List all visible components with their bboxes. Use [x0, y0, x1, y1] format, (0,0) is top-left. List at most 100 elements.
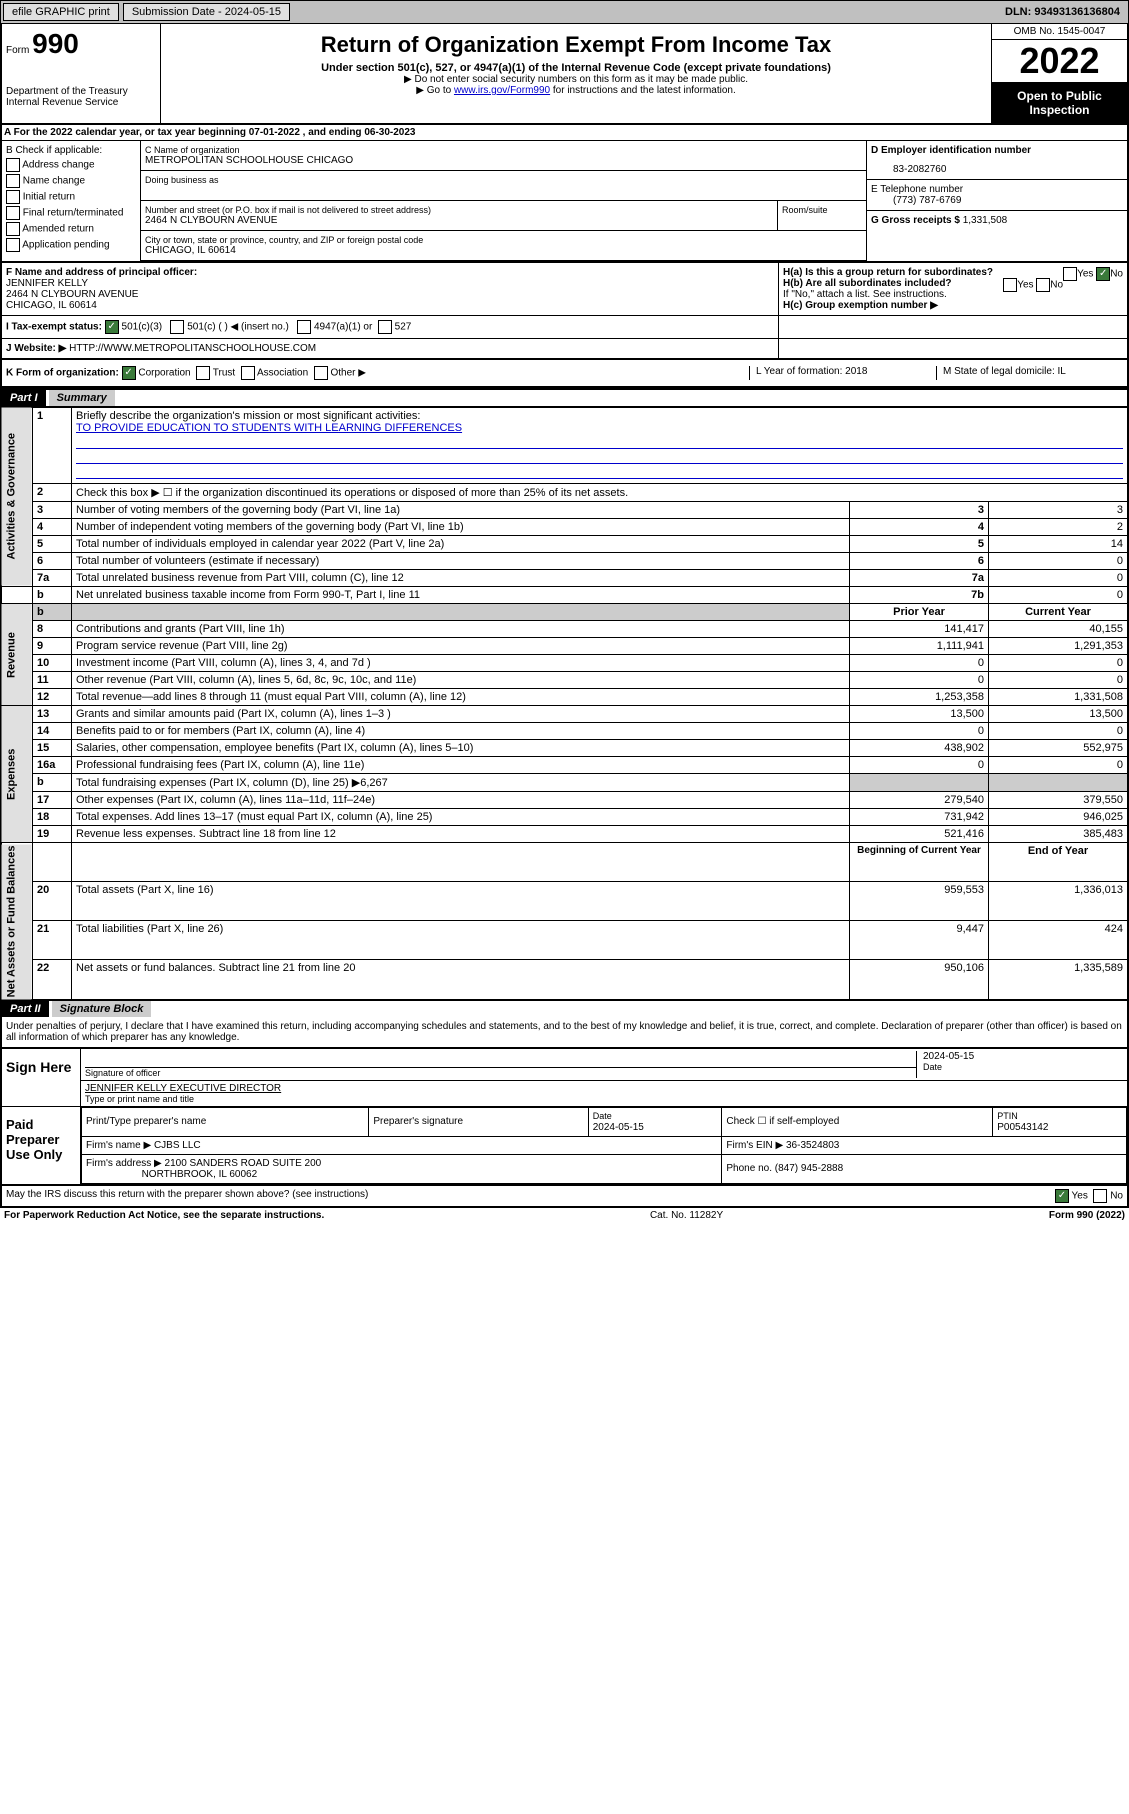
- row-k-l-m: K Form of organization: ✓ Corporation Tr…: [0, 360, 1129, 388]
- rev-n-8: 8: [33, 621, 72, 638]
- row-j: J Website: ▶ HTTP://WWW.METROPOLITANSCHO…: [0, 339, 1129, 360]
- rev-t-8: Contributions and grants (Part VIII, lin…: [72, 621, 850, 638]
- exp-cy-19: 385,483: [989, 826, 1129, 843]
- net-py-20: 959,553: [850, 882, 989, 921]
- exp-n-14: 14: [33, 723, 72, 740]
- net-cy-21: 424: [989, 921, 1129, 960]
- gov-t-7a: Total unrelated business revenue from Pa…: [72, 570, 850, 587]
- pp-h4: Check ☐ if self-employed: [722, 1107, 993, 1136]
- opt-501c3: 501(c)(3): [122, 322, 163, 333]
- pp-ptin: P00543142: [997, 1122, 1048, 1133]
- gov-n-7a: 7a: [33, 570, 72, 587]
- street-value: 2464 N CLYBOURN AVENUE: [145, 215, 773, 226]
- col-current-year: Current Year: [989, 604, 1129, 621]
- m-domicile: M State of legal domicile: IL: [936, 366, 1123, 380]
- block-right: D Employer identification number 83-2082…: [867, 141, 1127, 261]
- chk-application-pending[interactable]: [6, 238, 20, 252]
- officer-addr2: CHICAGO, IL 60614: [6, 300, 774, 311]
- part2-bar: Part II Signature Block: [0, 1001, 1129, 1017]
- chk-other[interactable]: [314, 366, 328, 380]
- net-py-22: 950,106: [850, 960, 989, 1000]
- exp-cy-13: 13,500: [989, 706, 1129, 723]
- firm-name: CJBS LLC: [154, 1140, 201, 1151]
- chk-final-return[interactable]: [6, 206, 20, 220]
- rev-n-11: 11: [33, 672, 72, 689]
- chk-amended[interactable]: [6, 222, 20, 236]
- hb-yes[interactable]: [1003, 278, 1017, 292]
- header-left: Form 990 Department of the Treasury Inte…: [2, 24, 161, 123]
- chk-4947[interactable]: [297, 320, 311, 334]
- rev-t-11: Other revenue (Part VIII, column (A), li…: [72, 672, 850, 689]
- part2-title: Signature Block: [52, 1001, 152, 1017]
- exp-cy-18: 946,025: [989, 809, 1129, 826]
- officer-name-title: JENNIFER KELLY EXECUTIVE DIRECTOR: [85, 1083, 1123, 1094]
- col-prior-year: Prior Year: [850, 604, 989, 621]
- exp-t-18: Total expenses. Add lines 13–17 (must eq…: [72, 809, 850, 826]
- paid-preparer-label: Paid Preparer Use Only: [2, 1107, 81, 1184]
- net-t-21: Total liabilities (Part X, line 26): [72, 921, 850, 960]
- dba-label: Doing business as: [145, 175, 862, 185]
- f-label: F Name and address of principal officer:: [6, 267, 774, 278]
- exp-t-16a: Professional fundraising fees (Part IX, …: [72, 757, 850, 774]
- city-value: CHICAGO, IL 60614: [145, 245, 862, 256]
- gov-b-3: 3: [850, 502, 989, 519]
- gov-b-7b: 7b: [850, 587, 989, 604]
- rev-py-9: 1,111,941: [850, 638, 989, 655]
- firm-label: Firm's name ▶: [86, 1140, 151, 1151]
- exp-py-15: 438,902: [850, 740, 989, 757]
- gov-v-5: 14: [989, 536, 1129, 553]
- pp-h5: PTIN: [997, 1111, 1018, 1121]
- col-eoy: End of Year: [989, 843, 1129, 882]
- exp-t-15: Salaries, other compensation, employee b…: [72, 740, 850, 757]
- chk-501c[interactable]: [170, 320, 184, 334]
- rev-py-10: 0: [850, 655, 989, 672]
- chk-assoc[interactable]: [241, 366, 255, 380]
- exp-n-16b: b: [33, 774, 72, 792]
- exp-n-17: 17: [33, 792, 72, 809]
- irs-link[interactable]: www.irs.gov/Form990: [454, 85, 550, 96]
- gross-label: G Gross receipts $: [871, 215, 960, 226]
- exp-py-19: 521,416: [850, 826, 989, 843]
- ha-yes[interactable]: [1063, 267, 1077, 281]
- paid-preparer-table: Print/Type preparer's name Preparer's si…: [81, 1107, 1127, 1184]
- may-irs-yes[interactable]: ✓: [1055, 1189, 1069, 1203]
- chk-name-change[interactable]: [6, 174, 20, 188]
- header-mid: Return of Organization Exempt From Incom…: [161, 24, 991, 123]
- hb-no[interactable]: [1036, 278, 1050, 292]
- chk-corp[interactable]: ✓: [122, 366, 136, 380]
- gov-b-6: 6: [850, 553, 989, 570]
- hb-label: H(b) Are all subordinates included?: [783, 278, 952, 289]
- tax-year: 2022: [992, 40, 1127, 83]
- submission-date-button[interactable]: Submission Date - 2024-05-15: [123, 3, 290, 21]
- suite-label: Room/suite: [782, 205, 862, 215]
- opt-other: Other ▶: [330, 368, 365, 379]
- mission-line-1: [76, 436, 1123, 449]
- chk-527[interactable]: [378, 320, 392, 334]
- gov-v-6: 0: [989, 553, 1129, 570]
- may-irs-no[interactable]: [1093, 1189, 1107, 1203]
- mission-line-3: [76, 466, 1123, 479]
- k-label: K Form of organization:: [6, 368, 119, 379]
- chk-label-3: Final return/terminated: [23, 208, 124, 219]
- form-number: 990: [32, 28, 79, 59]
- line1-label: Briefly describe the organization's miss…: [76, 410, 420, 422]
- no-label: No: [1110, 269, 1123, 280]
- net-n-22: 22: [33, 960, 72, 1000]
- gov-t-6: Total number of volunteers (estimate if …: [72, 553, 850, 570]
- sig-officer-label: Signature of officer: [85, 1068, 916, 1078]
- efile-button[interactable]: efile GRAPHIC print: [3, 3, 119, 21]
- chk-trust[interactable]: [196, 366, 210, 380]
- exp-n-15: 15: [33, 740, 72, 757]
- rev-n-9: 9: [33, 638, 72, 655]
- rev-cy-9: 1,291,353: [989, 638, 1129, 655]
- exp-cy-17: 379,550: [989, 792, 1129, 809]
- chk-address-change[interactable]: [6, 158, 20, 172]
- chk-501c3[interactable]: ✓: [105, 320, 119, 334]
- ha-no[interactable]: ✓: [1096, 267, 1110, 281]
- pra-notice: For Paperwork Reduction Act Notice, see …: [4, 1210, 324, 1221]
- pp-h2: Preparer's signature: [369, 1107, 588, 1136]
- gov-b-7a: 7a: [850, 570, 989, 587]
- may-irs-text: May the IRS discuss this return with the…: [6, 1189, 1055, 1203]
- chk-initial-return[interactable]: [6, 190, 20, 204]
- net-n-20: 20: [33, 882, 72, 921]
